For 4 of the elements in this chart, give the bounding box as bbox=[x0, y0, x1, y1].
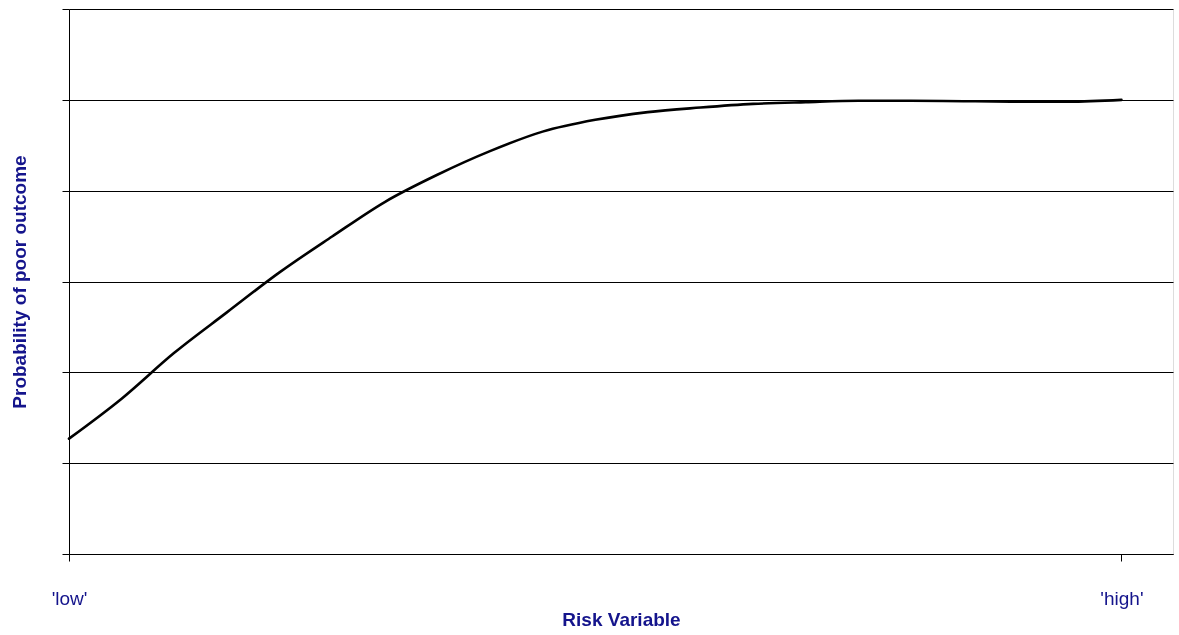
y-axis-title: Probability of poor outcome bbox=[9, 155, 30, 409]
x-axis-title: Risk Variable bbox=[562, 608, 681, 630]
x-tick-label: 'low' bbox=[51, 587, 88, 609]
x-tick-label: 'high' bbox=[1100, 587, 1144, 609]
